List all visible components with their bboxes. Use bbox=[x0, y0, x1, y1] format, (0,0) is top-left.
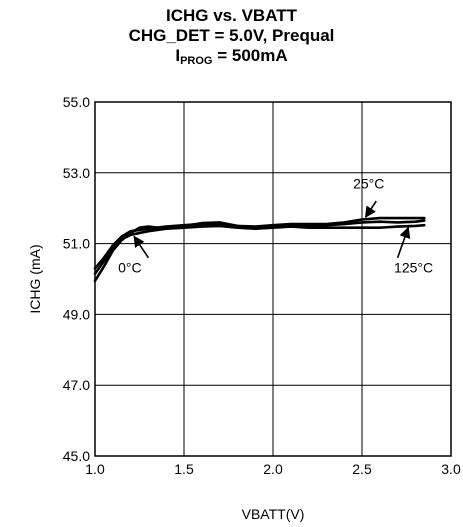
annotation-arrow-25c bbox=[364, 200, 377, 218]
chart-subtitle: CHG_DET = 5.0V, Prequal bbox=[128, 26, 335, 45]
y-tick-label: 45.0 bbox=[63, 448, 90, 464]
chart-title: ICHG vs. VBATT bbox=[166, 6, 297, 25]
y-axis-title: ICHG (mA) bbox=[27, 244, 43, 313]
x-tick-label: 1.0 bbox=[85, 461, 105, 477]
subtitle-2-subscript: PROG bbox=[180, 55, 213, 67]
x-axis-title: VBATT(V) bbox=[242, 506, 305, 522]
annotation-label-0c: 0°C bbox=[118, 260, 142, 276]
y-tick-label: 47.0 bbox=[63, 377, 90, 393]
annotation-arrow-0c bbox=[133, 235, 150, 259]
plot-frame bbox=[94, 101, 452, 457]
y-tick-label: 49.0 bbox=[63, 306, 90, 322]
chart-title-block: ICHG vs. VBATT CHG_DET = 5.0V, Prequal I… bbox=[0, 6, 463, 68]
y-tick-label: 51.0 bbox=[63, 236, 90, 252]
y-tick-label: 53.0 bbox=[63, 165, 90, 181]
x-tick-label: 2.5 bbox=[352, 461, 372, 477]
subtitle-2-rest: = 500mA bbox=[212, 46, 288, 65]
subtitle-2-main: I bbox=[175, 46, 181, 65]
annotation-label-125c: 125°C bbox=[394, 260, 433, 276]
y-tick-label: 55.0 bbox=[63, 94, 90, 110]
tick-label-layer: 1.0 1.5 2.0 2.5 3.0 45.0 47.0 49.0 51.0 53.0 55.0 bbox=[63, 94, 461, 477]
annotation-layer: 25°C 0°C 125°C bbox=[118, 176, 433, 276]
grid-layer bbox=[95, 102, 451, 456]
x-tick-label: 2.0 bbox=[263, 461, 283, 477]
chart-subtitle-2: IPROG = 500mA bbox=[0, 46, 463, 68]
series-line-125c bbox=[93, 223, 426, 276]
x-tick-label: 1.5 bbox=[174, 461, 194, 477]
series-layer bbox=[93, 216, 426, 283]
annotation-arrow-125c bbox=[396, 226, 411, 259]
annotation-label-25c: 25°C bbox=[353, 176, 384, 192]
x-tick-label: 3.0 bbox=[441, 461, 461, 477]
